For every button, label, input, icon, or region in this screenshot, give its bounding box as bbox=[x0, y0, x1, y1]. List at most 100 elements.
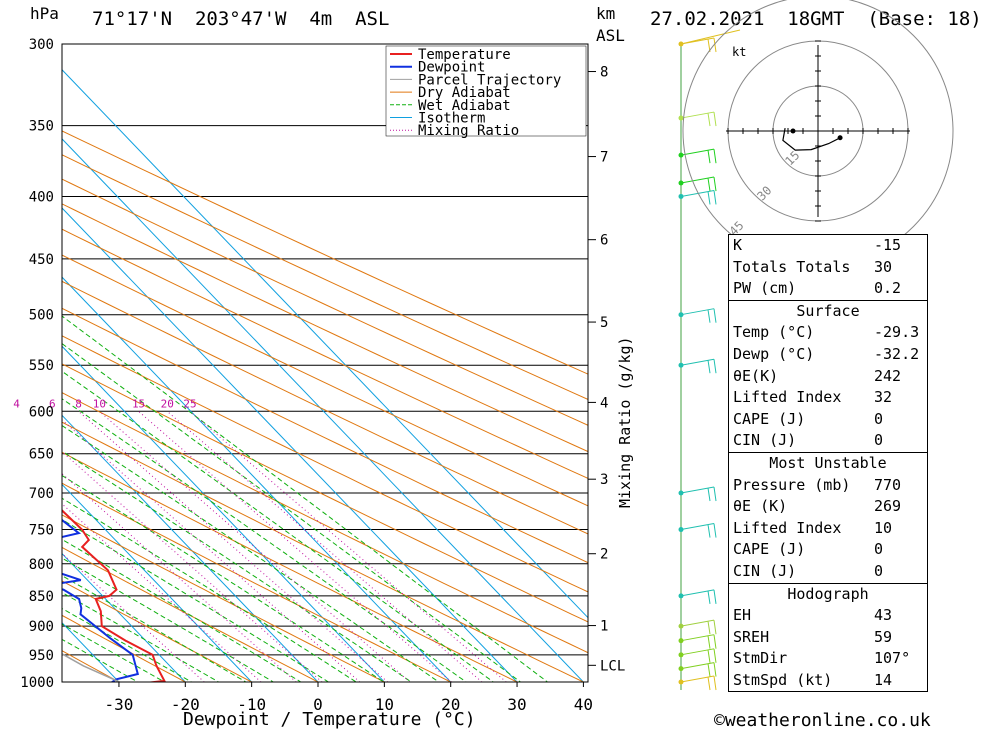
pressure-unit-label: hPa bbox=[30, 4, 59, 23]
copyright-link[interactable]: ©weatheronline.co.uk bbox=[714, 710, 931, 731]
wind-barb bbox=[680, 189, 717, 205]
x-tick-label: 10 bbox=[375, 695, 394, 714]
mixing-ratio-label: 10 bbox=[93, 397, 106, 410]
index-row: PW (cm) 0.2 bbox=[729, 278, 927, 300]
wind-barb bbox=[680, 308, 717, 323]
wet-adiabat-line bbox=[62, 591, 220, 682]
hodograph-stat-value: 59 bbox=[874, 627, 893, 646]
most-unstable-title: Most Unstable bbox=[769, 453, 887, 472]
wind-barb bbox=[680, 634, 717, 649]
wet-adiabat-line bbox=[62, 575, 247, 682]
isotherm-line bbox=[62, 483, 253, 682]
pressure-tick-label: 700 bbox=[29, 486, 54, 502]
mixing-ratio-line bbox=[189, 410, 507, 682]
indices-table: K -15 Totals Totals 30 PW (cm) 0.2 Surface Te… bbox=[728, 234, 928, 693]
isotherm-line bbox=[62, 414, 319, 682]
surface-row: Lifted Index 32 bbox=[729, 387, 927, 409]
legend-entry: Dry Adiabat bbox=[418, 85, 511, 101]
wet-adiabat-line bbox=[62, 450, 413, 682]
wind-barb bbox=[680, 675, 717, 691]
surface-row: Temp (°C) -29.3 bbox=[729, 322, 927, 344]
dry-adiabat-line bbox=[62, 228, 588, 479]
wet-adiabat-line bbox=[62, 370, 495, 682]
wet-adiabat-line bbox=[62, 424, 440, 682]
dry-adiabat-line bbox=[62, 514, 386, 682]
hodograph-stat-value: 107° bbox=[874, 649, 911, 668]
index-label: K bbox=[733, 236, 743, 254]
wet-adiabat-line bbox=[62, 398, 467, 682]
pressure-tick-label: 800 bbox=[29, 557, 54, 573]
pressure-tick-label: 400 bbox=[29, 189, 54, 205]
index-label: PW (cm) bbox=[733, 279, 797, 298]
isotherm-line bbox=[62, 345, 386, 682]
surface-row: Dewp (°C) -32.2 bbox=[729, 344, 927, 366]
most-unstable-value: 10 bbox=[874, 518, 893, 537]
index-value: -15 bbox=[874, 236, 902, 254]
hodograph-stat-row: StmDir 107° bbox=[729, 648, 927, 670]
surface-value: 0 bbox=[874, 409, 884, 428]
hodograph-unit: kt bbox=[732, 45, 746, 59]
most-unstable-value: 0 bbox=[874, 561, 884, 580]
isotherm-line bbox=[62, 621, 120, 682]
legend-entry: Dewpoint bbox=[418, 60, 485, 76]
surface-label: θE(K) bbox=[733, 366, 779, 385]
x-tick-label: 30 bbox=[507, 695, 526, 714]
wind-barb bbox=[680, 523, 717, 538]
km-tick-label: 5 bbox=[600, 315, 608, 331]
legend-entry: Wet Adiabat bbox=[418, 98, 511, 114]
mixing-ratio-line bbox=[99, 410, 411, 682]
dry-adiabat-line bbox=[62, 130, 588, 375]
isotherm-line bbox=[0, 7, 11, 707]
most-unstable-value: 269 bbox=[874, 497, 902, 516]
mixing-ratio-label: 4 bbox=[13, 397, 20, 410]
pressure-tick-label: 1000 bbox=[20, 675, 54, 691]
dry-adiabat-line bbox=[62, 307, 588, 564]
index-value: 0.2 bbox=[874, 279, 902, 298]
pressure-tick-label: 350 bbox=[29, 119, 54, 135]
mixing-ratio-label: 25 bbox=[183, 397, 196, 410]
dry-adiabat-line bbox=[62, 580, 253, 682]
wet-adiabat-line bbox=[62, 343, 522, 682]
x-axis-label: Dewpoint / Temperature (°C) bbox=[183, 709, 476, 730]
dry-adiabat-line bbox=[62, 614, 187, 682]
isotherm-line bbox=[62, 69, 588, 619]
surface-label: CAPE (J) bbox=[733, 409, 806, 428]
most-unstable-row: CIN (J) 0 bbox=[729, 561, 927, 583]
mixing-ratio-axis-text: Mixing Ratio (g/kg) bbox=[616, 336, 634, 508]
wet-adiabat-line bbox=[62, 474, 385, 682]
chart-axes: 1234681015202530035040045050055060065070… bbox=[13, 37, 634, 714]
isotherm-line bbox=[62, 276, 452, 682]
surface-value: -32.2 bbox=[874, 344, 920, 363]
surface-value: 0 bbox=[874, 431, 884, 450]
wind-barb bbox=[680, 111, 717, 127]
hodograph-stat-row: StmSpd (kt) 14 bbox=[729, 670, 927, 692]
dewpoint-series bbox=[62, 518, 140, 682]
wind-top-pointer bbox=[680, 29, 741, 45]
km-tick-label: 6 bbox=[600, 233, 608, 249]
hodograph-ring-label: 15 bbox=[782, 148, 802, 168]
mixing-ratio-label: 6 bbox=[49, 397, 56, 410]
x-tick-label: -30 bbox=[104, 695, 133, 714]
hodograph-stat-row: SREH 59 bbox=[729, 627, 927, 649]
km-tick-label: 1 bbox=[600, 619, 608, 635]
most-unstable-label: Pressure (mb) bbox=[733, 475, 851, 494]
legend-box bbox=[385, 45, 587, 137]
hodograph-stat-value: 43 bbox=[874, 606, 893, 625]
pressure-tick-label: 500 bbox=[29, 308, 54, 324]
dry-adiabat-line bbox=[62, 421, 585, 682]
most-unstable-row: Pressure (mb) 770 bbox=[729, 475, 927, 497]
mixing-ratio-line bbox=[62, 451, 323, 682]
index-row: Totals Totals 30 bbox=[729, 257, 927, 279]
hodograph-trace bbox=[782, 127, 841, 151]
dry-adiabat-line bbox=[62, 363, 588, 623]
most-unstable-value: 770 bbox=[874, 475, 902, 494]
wet-adiabat-line bbox=[62, 623, 166, 682]
dry-adiabat-line bbox=[62, 280, 588, 535]
most-unstable-label: Lifted Index bbox=[733, 518, 842, 537]
km-tick-label: 3 bbox=[600, 472, 608, 488]
dry-adiabat-line bbox=[62, 482, 452, 682]
surface-value: 242 bbox=[874, 366, 902, 385]
wet-adiabat-line bbox=[62, 538, 302, 682]
